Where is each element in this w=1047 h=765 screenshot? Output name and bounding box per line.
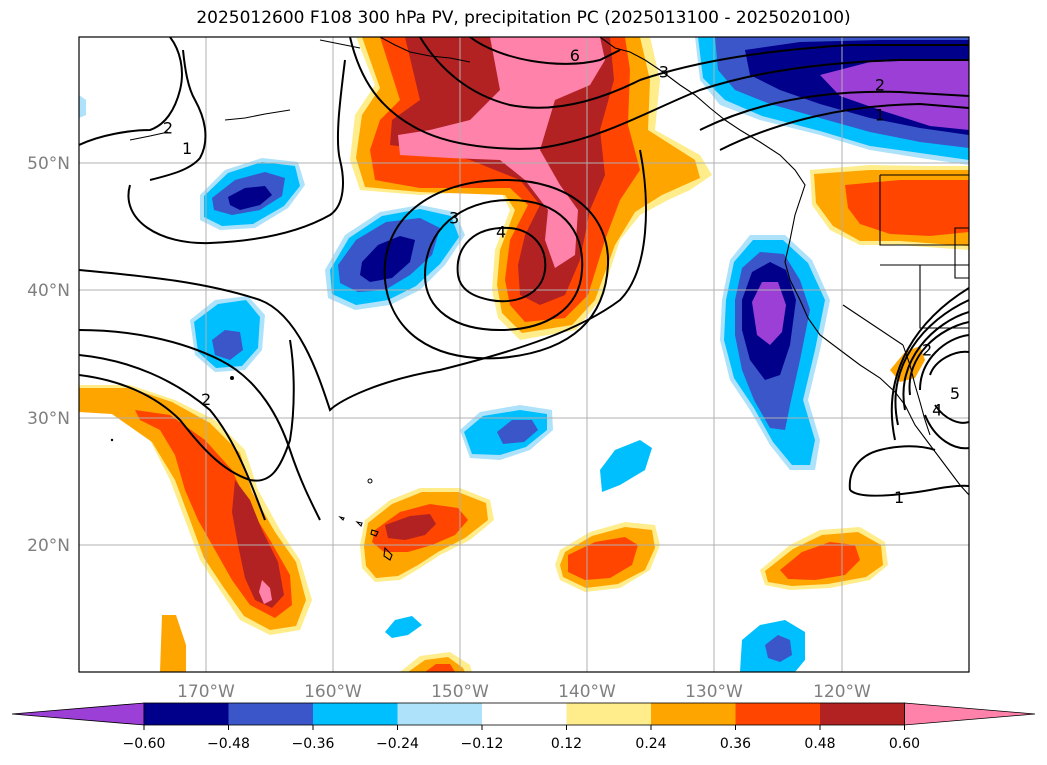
lat-tick-label: 20°N [27,536,70,556]
colorbar-frame [143,702,905,726]
lon-tick-labels: 170°W 160°W 150°W 140°W 130°W 120°W [177,682,871,702]
plot-frame [78,36,970,673]
anomaly-cool-ne-purple [820,60,969,130]
colorbar-label: −0.24 [376,736,419,752]
colorbar-segment [566,703,651,725]
pv-contour-label: 1 [894,488,904,507]
colorbar-label: −0.12 [461,736,504,752]
pv-contour-label: 4 [496,223,506,242]
colorbar-label: 0.48 [804,736,835,752]
pv-contour-label: 2 [875,75,885,94]
colorbar-extend-low [11,702,145,726]
anomaly-cool-mid-blue [497,420,538,444]
anomaly-warm-bottom-red [425,664,455,672]
colorbar-label: 0.60 [889,736,920,752]
pv-contour-label: 4 [932,400,942,419]
colorbar-label: 0.12 [551,736,582,752]
anomaly-warm-east-red [780,542,860,580]
anomaly-warm-west-pink [259,580,272,604]
lon-tick-label: 120°W [813,682,871,702]
colorbar-label: 0.36 [720,736,751,752]
colorbar-label: −0.36 [292,736,335,752]
lat-tick-label: 50°N [27,154,70,174]
anomaly-cool-center-navy [360,236,415,282]
colorbar-segment [482,703,567,725]
anomaly-cool-se-cyan [600,440,652,492]
colorbar-segment [313,703,398,725]
pv-contour-label: 3 [449,209,459,228]
colorbar-segment [228,703,313,725]
anomaly-cool-bottom-cyan [385,616,422,638]
colorbar-label: −0.60 [123,736,166,752]
lon-tick-label: 170°W [177,682,235,702]
lon-tick-label: 130°W [685,682,743,702]
colorbar-segment [651,703,736,725]
pv-contour-label: 1 [182,139,192,158]
anomaly-cool-left-edge [79,95,86,118]
anomaly-cool-cal-purple [752,282,786,345]
pv-contour-label: 2 [163,118,173,137]
pv-contours [79,37,969,521]
colorbar-segment [735,703,820,725]
colorbar-segment [144,703,229,725]
pv-contour-label: 1 [875,106,885,125]
anomaly-cool-nw-navy [228,186,272,210]
lon-tick-label: 160°W [304,682,362,702]
lat-tick-label: 30°N [27,409,70,429]
lat-tick-labels: 50°N 40°N 30°N 20°N [27,154,70,556]
colorbar-label: −0.48 [207,736,250,752]
negative-anomalies [79,37,969,672]
colorbar: −0.60 −0.48 −0.36 −0.24 −0.12 0.12 0.24 … [11,702,1036,752]
lon-tick-label: 150°W [431,682,489,702]
anomaly-warm-hawaii-darkred [385,514,436,540]
anomaly-warm-pnw-red [845,180,969,236]
colorbar-extend-high [904,702,1036,726]
colorbar-ticks [143,725,905,730]
anomaly-warm-west-darkred [232,480,284,608]
anomaly-cool-bottomright-blue [765,635,792,662]
pv-contour-label: 3 [659,63,669,82]
pv-contour-label: 5 [950,384,960,403]
anomaly-warm-baja [890,346,925,382]
lon-tick-label: 140°W [558,682,616,702]
positive-anomalies [79,37,969,672]
anomaly-warm-westbottom [160,615,186,672]
map-title: 2025012600 F108 300 hPa PV, precipitatio… [196,8,851,28]
anomaly-cool-west-blue [212,330,243,360]
pv-contour-label: 2 [922,341,932,360]
colorbar-label: 0.24 [635,736,666,752]
lat-tick-label: 40°N [27,281,70,301]
pv-contour-label: 2 [201,390,211,409]
pv-contour-label: 6 [570,46,580,65]
anomaly-warm-central-red [568,537,638,580]
colorbar-segment [397,703,482,725]
colorbar-segment [820,703,905,725]
